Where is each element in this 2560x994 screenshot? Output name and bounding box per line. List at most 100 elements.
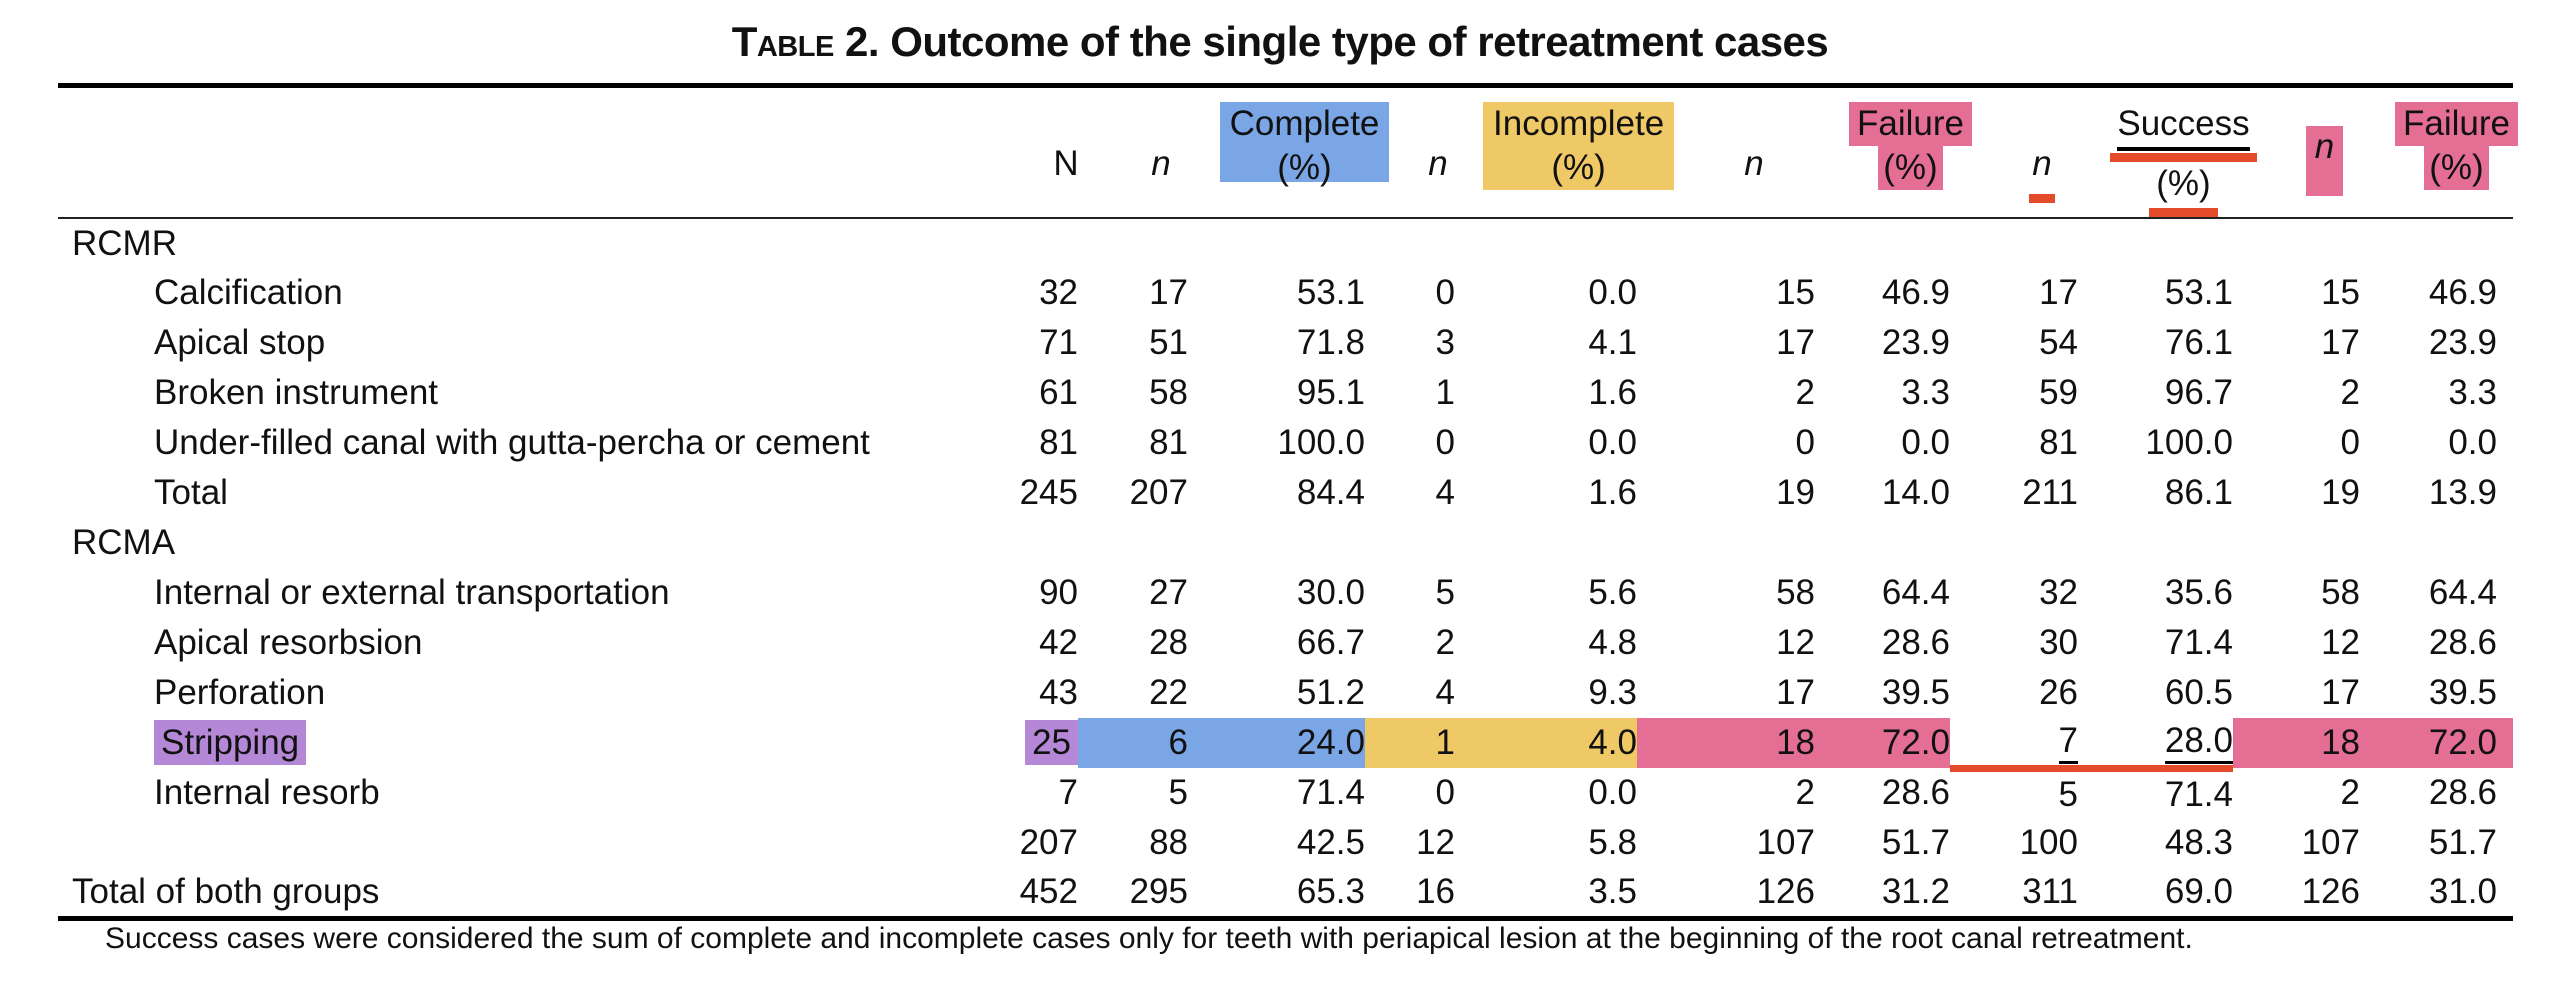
cell: 58 xyxy=(2321,573,2360,612)
cell: 46.9 xyxy=(1881,273,1950,312)
cell: 88 xyxy=(1149,823,1188,862)
cell: 12 xyxy=(1776,623,1815,662)
cell: 207 xyxy=(1129,473,1188,512)
cell: 0.0 xyxy=(1588,423,1637,462)
cell: 100.0 xyxy=(1277,423,1365,462)
table-body: RCMR Calcification 32 17 53.1 0 0.0 15 46.9 17 53.… xyxy=(58,218,2513,918)
cell: 1.6 xyxy=(1588,473,1637,512)
cell: 51.7 xyxy=(2428,823,2497,862)
n-pink-highlight-box: n xyxy=(2305,126,2344,196)
row-label: Perforation xyxy=(154,673,326,712)
cell: 17 xyxy=(1776,323,1815,362)
cell: 31.2 xyxy=(1881,871,1950,911)
table-row: Calcification 32 17 53.1 0 0.0 15 46.9 17 53.1 15 4… xyxy=(58,268,2513,318)
table-title-word: Table xyxy=(731,18,835,65)
cell: 19 xyxy=(2321,473,2360,512)
incomplete-highlight-box: Incomplete (%) xyxy=(1483,102,1675,190)
table-row: Perforation 43 22 51.2 4 9.3 17 39.5 26 60.5 17 39.… xyxy=(58,668,2513,718)
cell: 211 xyxy=(2022,473,2078,512)
cell: 81 xyxy=(1039,423,1078,462)
cell: 42 xyxy=(1039,623,1078,662)
cell: 26 xyxy=(2039,673,2078,712)
cell: 28 xyxy=(1149,623,1188,662)
cell: 7 xyxy=(1058,773,1078,812)
row-label: RCMA xyxy=(72,523,176,562)
cell: 28.6 xyxy=(2428,773,2497,812)
cell: 84.4 xyxy=(1296,473,1365,512)
cell: 19 xyxy=(1776,473,1815,512)
failure2-highlight-box: Failure xyxy=(2395,102,2518,146)
cell: 15 xyxy=(1776,273,1815,312)
row-label: RCMR xyxy=(72,223,177,263)
header-row: N n Complete (%) n xyxy=(58,86,2518,219)
cell: 69.0 xyxy=(2164,871,2233,911)
cell: 13.9 xyxy=(2428,473,2497,512)
table-row: Broken instrument 61 58 95.1 1 1.6 2 3.3 59 96.7 2… xyxy=(58,368,2513,418)
col-header-success-pct: Success (%) xyxy=(2078,86,2257,219)
cell: 23.9 xyxy=(2428,323,2497,362)
cell: 311 xyxy=(2022,871,2078,911)
row-label: Total xyxy=(154,473,228,512)
cell: 17 xyxy=(1149,273,1188,312)
cell: 64.4 xyxy=(1881,573,1950,612)
cell: 12 xyxy=(2321,623,2360,662)
row-label: Calcification xyxy=(154,273,343,312)
cell: 53.1 xyxy=(2164,273,2233,312)
row-label: Stripping xyxy=(58,718,998,768)
cell: 17 xyxy=(1776,673,1815,712)
col-header-incomplete-pct: Incomplete (%) xyxy=(1455,86,1675,219)
table-row: RCMA xyxy=(58,518,2513,568)
row-label: Under-filled canal with gutta-percha or … xyxy=(154,423,870,462)
cell: 100.0 xyxy=(2145,423,2233,462)
cell: 72.0 xyxy=(1815,718,1950,768)
cell: 64.4 xyxy=(2428,573,2497,612)
cell: 39.5 xyxy=(1881,673,1950,712)
cell: 2 xyxy=(1795,773,1815,812)
cell: 71.4 xyxy=(1296,773,1365,812)
cell: 9.3 xyxy=(1588,673,1637,712)
cell: 4.1 xyxy=(1588,323,1637,362)
cell: 58 xyxy=(1776,573,1815,612)
cell: 0 xyxy=(2340,423,2360,462)
row-label: Apical stop xyxy=(154,323,326,362)
cell: 3 xyxy=(1435,323,1455,362)
row-label xyxy=(58,818,998,868)
cell: 42.5 xyxy=(1296,823,1365,862)
cell: 28.0 xyxy=(2078,718,2233,772)
cell: 31.0 xyxy=(2428,871,2497,911)
cell: 107 xyxy=(2301,823,2360,862)
cell-underlined-value: 28.0 xyxy=(2164,721,2233,765)
cell-highlight: 25 xyxy=(1025,720,1078,765)
cell: 35.6 xyxy=(2164,573,2233,612)
cell: 295 xyxy=(1129,871,1188,911)
cell: 207 xyxy=(1019,823,1078,862)
success-red-underline: Success xyxy=(2110,102,2257,162)
cell: 71.8 xyxy=(1296,323,1365,362)
cell: 65.3 xyxy=(1296,871,1365,911)
cell: 28.6 xyxy=(1881,623,1950,662)
cell: 12 xyxy=(1416,823,1455,862)
cell: 0 xyxy=(1435,423,1455,462)
header-row-label-spacer xyxy=(58,86,998,219)
cell: 5.8 xyxy=(1588,823,1637,862)
table-row: Under-filled canal with gutta-percha or … xyxy=(58,418,2513,468)
col-header-N: N xyxy=(1053,144,1079,183)
cell: 126 xyxy=(1756,871,1815,911)
cell: 32 xyxy=(2039,573,2078,612)
cell: 6 xyxy=(1078,718,1188,768)
cell: 4.0 xyxy=(1455,718,1637,768)
table-row: Internal or external transportation 90 27 3… xyxy=(58,568,2513,618)
cell: 14.0 xyxy=(1881,473,1950,512)
cell: 30 xyxy=(2039,623,2078,662)
cell: 3.3 xyxy=(1901,373,1950,412)
cell: 17 xyxy=(2039,273,2078,312)
row-label: Internal resorb xyxy=(154,773,380,812)
table-row: Stripping 25 6 24.0 1 4.0 18 72.0 7 28.0 18 72.0 xyxy=(58,718,2513,772)
table-row: RCMR xyxy=(58,218,2513,268)
cell: 81 xyxy=(1149,423,1188,462)
cell: 23.9 xyxy=(1881,323,1950,362)
table-row: Apical resorbsion 42 28 66.7 2 4.8 12 28.6 30 71.… xyxy=(58,618,2513,668)
cell: 245 xyxy=(1019,473,1078,512)
cell: 107 xyxy=(1756,823,1815,862)
